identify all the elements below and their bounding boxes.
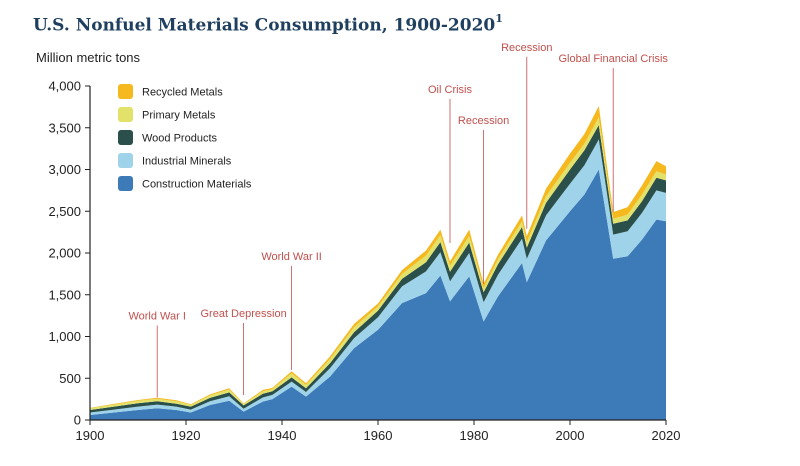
annotation-great-depression: Great Depression xyxy=(200,308,286,320)
legend: Recycled Metals Primary Metals Wood Produc… xyxy=(118,84,252,191)
legend-label-primary-metals: Primary Metals xyxy=(142,110,216,122)
chart-title-text: U.S. Nonfuel Materials Consumption, 1900… xyxy=(33,15,496,36)
x-tick-label: 1920 xyxy=(172,428,201,443)
legend-swatch-construction-materials xyxy=(118,176,133,191)
annotation-recession: Recession xyxy=(501,42,552,54)
y-tick-label: 1,500 xyxy=(48,287,81,302)
annotation-oil-crisis: Oil Crisis xyxy=(428,84,472,96)
x-tick-label: 1980 xyxy=(460,428,489,443)
y-tick-label: 2,000 xyxy=(48,246,81,261)
annotation-recession: Recession xyxy=(458,115,509,127)
legend-label-recycled-metals: Recycled Metals xyxy=(142,87,223,99)
annotation-world-war-ii: World War II xyxy=(261,251,322,263)
y-tick-label: 3,000 xyxy=(48,162,81,177)
legend-swatch-industrial-minerals xyxy=(118,153,133,168)
legend-label-industrial-minerals: Industrial Minerals xyxy=(142,156,232,168)
annotation-world-war-i: World War I xyxy=(128,310,185,322)
y-tick-label: 1,000 xyxy=(48,329,81,344)
x-tick-label: 2020 xyxy=(652,428,681,443)
legend-label-construction-materials: Construction Materials xyxy=(142,179,252,191)
event-annotations: World War I Great Depression World War II O… xyxy=(128,42,668,398)
y-tick-label: 2,500 xyxy=(48,204,81,219)
y-tick-label: 3,500 xyxy=(48,120,81,135)
annotation-global-financial-crisis: Global Financial Crisis xyxy=(558,53,668,65)
y-tick-label: 4,000 xyxy=(48,79,81,94)
x-tick-label: 1940 xyxy=(268,428,297,443)
footnote-marker: 1 xyxy=(495,12,503,25)
y-tick-label: 500 xyxy=(59,371,81,386)
series-areas xyxy=(90,106,666,420)
legend-label-wood-products: Wood Products xyxy=(142,133,218,145)
area-construction-materials xyxy=(90,169,666,420)
axes: 0 500 1,000 1,500 2,000 2,500 3,000 3,500 4,000 1… xyxy=(48,79,680,444)
x-tick-label: 1960 xyxy=(364,428,393,443)
y-tick-label: 0 xyxy=(74,413,81,428)
legend-swatch-wood-products xyxy=(118,130,133,145)
y-axis-label: Million metric tons xyxy=(36,50,141,65)
legend-swatch-recycled-metals xyxy=(118,84,133,99)
x-tick-label: 1900 xyxy=(76,428,105,443)
x-tick-label: 2000 xyxy=(556,428,585,443)
legend-swatch-primary-metals xyxy=(118,107,133,122)
chart-title: U.S. Nonfuel Materials Consumption, 1900… xyxy=(33,12,503,36)
